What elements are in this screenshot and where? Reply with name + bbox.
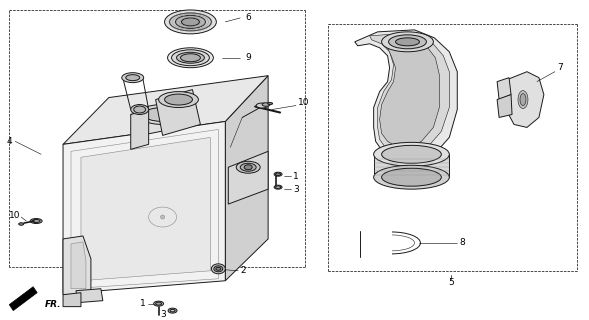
Text: 4: 4: [6, 137, 12, 146]
Polygon shape: [131, 109, 148, 149]
Ellipse shape: [274, 185, 282, 189]
Ellipse shape: [138, 105, 187, 124]
Text: 3: 3: [293, 185, 299, 194]
Polygon shape: [497, 78, 511, 100]
Polygon shape: [497, 95, 512, 117]
Ellipse shape: [170, 13, 211, 31]
Bar: [360, 231, 392, 257]
Text: 3: 3: [161, 310, 167, 319]
Text: 6: 6: [246, 13, 251, 22]
Ellipse shape: [274, 172, 282, 176]
Text: 1: 1: [140, 299, 145, 308]
Ellipse shape: [262, 103, 270, 106]
Text: 7: 7: [557, 63, 562, 72]
Polygon shape: [63, 236, 91, 295]
Text: 10: 10: [9, 211, 21, 220]
Polygon shape: [370, 33, 449, 155]
Ellipse shape: [164, 10, 216, 34]
Ellipse shape: [382, 168, 441, 186]
Ellipse shape: [32, 220, 40, 222]
Polygon shape: [63, 122, 226, 294]
Ellipse shape: [19, 223, 24, 225]
Polygon shape: [71, 242, 86, 289]
Ellipse shape: [30, 219, 42, 223]
Ellipse shape: [236, 161, 260, 173]
Text: 5: 5: [448, 278, 454, 287]
Ellipse shape: [122, 73, 144, 83]
Ellipse shape: [134, 106, 145, 113]
Ellipse shape: [131, 105, 148, 115]
Ellipse shape: [180, 54, 200, 62]
Polygon shape: [155, 90, 200, 135]
Text: 2: 2: [240, 266, 246, 275]
Polygon shape: [81, 137, 210, 281]
Polygon shape: [373, 154, 449, 177]
Ellipse shape: [168, 308, 177, 313]
Text: 9: 9: [246, 53, 251, 62]
Ellipse shape: [144, 108, 181, 122]
Polygon shape: [76, 289, 103, 303]
Ellipse shape: [520, 93, 526, 106]
Text: 1: 1: [293, 172, 299, 181]
Ellipse shape: [373, 165, 449, 189]
Polygon shape: [63, 76, 268, 144]
Ellipse shape: [158, 92, 198, 108]
Ellipse shape: [167, 48, 213, 68]
Polygon shape: [131, 105, 196, 134]
Polygon shape: [9, 287, 37, 311]
Polygon shape: [229, 151, 268, 204]
Ellipse shape: [373, 142, 449, 166]
Text: 10: 10: [298, 98, 309, 107]
Ellipse shape: [216, 267, 221, 270]
Polygon shape: [226, 76, 268, 281]
Ellipse shape: [396, 38, 419, 46]
Polygon shape: [63, 293, 81, 307]
Polygon shape: [355, 30, 457, 161]
Polygon shape: [504, 72, 544, 127]
Ellipse shape: [126, 75, 140, 81]
Ellipse shape: [214, 266, 223, 272]
Ellipse shape: [518, 91, 528, 108]
Ellipse shape: [244, 165, 252, 170]
Ellipse shape: [170, 309, 175, 312]
Ellipse shape: [382, 145, 441, 163]
Ellipse shape: [276, 186, 280, 188]
Ellipse shape: [211, 264, 226, 274]
Ellipse shape: [240, 163, 256, 171]
Ellipse shape: [161, 215, 164, 219]
Ellipse shape: [276, 173, 280, 175]
Ellipse shape: [267, 102, 273, 105]
Ellipse shape: [181, 18, 200, 26]
Ellipse shape: [389, 35, 426, 49]
Ellipse shape: [171, 50, 209, 66]
Ellipse shape: [164, 94, 193, 105]
Text: 8: 8: [459, 238, 465, 247]
Ellipse shape: [177, 52, 204, 63]
Ellipse shape: [382, 32, 434, 52]
Polygon shape: [380, 37, 439, 147]
Ellipse shape: [176, 15, 206, 28]
Ellipse shape: [256, 103, 268, 108]
Text: FR.: FR.: [45, 300, 62, 309]
Ellipse shape: [154, 301, 164, 306]
Ellipse shape: [155, 302, 161, 305]
